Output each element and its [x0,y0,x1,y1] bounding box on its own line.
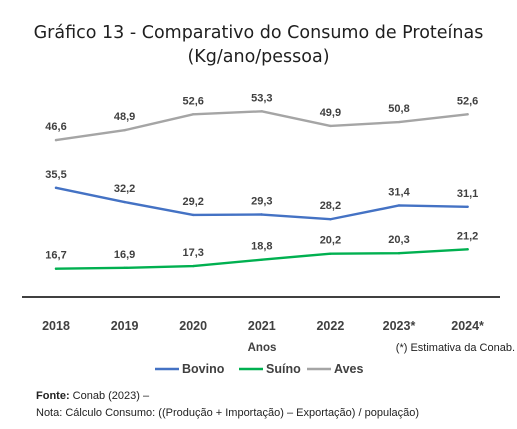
data-point [397,120,401,124]
data-label: 28,2 [320,200,341,212]
x-tick-label: 2024* [451,319,484,333]
chart-subtitle: (Kg/ano/pessoa) [187,47,330,67]
data-label: 20,2 [320,235,341,247]
x-tick-label: 2022 [316,319,344,333]
data-point [192,113,195,116]
data-label: 31,4 [388,186,410,198]
x-tick-label: 2021 [248,319,276,333]
data-label: 31,1 [457,188,478,200]
data-point [397,204,401,207]
data-label: 20,3 [388,234,409,246]
data-label: 52,6 [457,95,478,107]
data-point [466,248,469,251]
data-point [260,213,263,216]
data-point [123,266,126,270]
data-point [466,113,469,116]
data-point [123,129,126,132]
data-label: 17,3 [182,247,203,259]
data-point [192,264,195,268]
data-point [123,200,126,204]
source-text: Conab (2023) – [69,390,150,402]
data-point [54,186,58,190]
data-point [466,205,469,208]
data-point [329,124,332,128]
data-label: 32,2 [114,183,135,195]
x-axis-title: Anos [248,342,277,354]
data-label: 50,8 [388,103,409,115]
data-point [192,213,195,217]
data-label: 48,9 [114,111,135,123]
chart-title: Gráfico 13 - Comparativo do Consumo de P… [33,23,484,43]
data-label: 18,8 [251,241,272,253]
data-point [54,138,58,142]
legend-label-bovino: Bovino [182,362,225,376]
x-tick-label: 2019 [111,319,139,333]
legend-label-aves: Aves [334,362,363,376]
legend-label-suíno: Suíno [266,362,301,376]
data-point [54,267,58,270]
data-label: 21,2 [457,230,478,242]
data-point [329,218,332,221]
data-label: 52,6 [182,95,203,107]
data-label: 49,9 [320,107,341,119]
data-point [397,252,401,255]
data-label: 29,3 [251,196,272,208]
calculation-note: Nota: Cálculo Consumo: ((Produção + Impo… [36,407,420,419]
data-label: 46,6 [45,121,66,133]
data-point [260,110,263,113]
x-tick-label: 2023* [383,319,416,333]
data-point [260,258,263,261]
x-tick-label: 2020 [179,319,207,333]
data-point [329,252,332,255]
source-note: Fonte: Conab (2023) – [36,390,149,402]
estimate-annotation: (*) Estimativa da Conab. [396,342,515,354]
data-label: 53,3 [251,92,272,104]
data-label: 29,2 [182,196,203,208]
data-label: 35,5 [45,169,66,181]
x-tick-label: 2018 [42,319,70,333]
data-label: 16,9 [114,249,135,261]
source-label: Fonte: [36,390,70,402]
data-label: 16,7 [45,250,66,262]
